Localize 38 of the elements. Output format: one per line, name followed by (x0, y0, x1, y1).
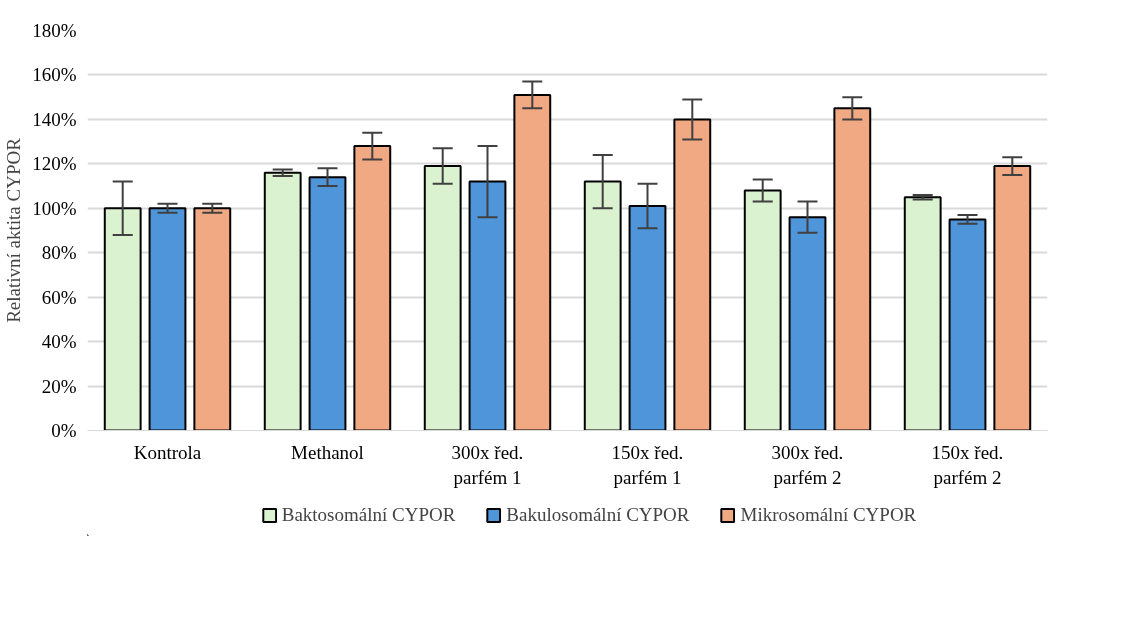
y-tick-label: 140% (32, 108, 77, 130)
bar (423, 165, 462, 431)
y-tick-label: 20% (41, 375, 77, 397)
y-tick-label: 160% (32, 64, 77, 86)
y-tick-label: 80% (41, 242, 77, 264)
x-tick-label: 300x řed. parfém 2 (771, 441, 844, 488)
bar (103, 207, 142, 431)
bar (948, 218, 987, 431)
bar (903, 196, 942, 431)
bar (993, 165, 1032, 431)
y-tick-label: 60% (41, 286, 77, 308)
y-axis-title: Relativní aktita CYPOR (3, 137, 25, 323)
bar (193, 207, 232, 431)
bar (628, 205, 667, 431)
y-tick-label: 180% (32, 20, 77, 41)
bar (673, 118, 712, 431)
y-tick-label: 40% (41, 331, 77, 353)
x-tick-label: Kontrola (133, 441, 202, 463)
x-tick-label: Methanol (291, 441, 364, 463)
legend-label: Baktosomální CYPOR (281, 504, 456, 526)
bar (583, 180, 622, 431)
legend-label: Mikrosomální CYPOR (740, 504, 917, 526)
bar (353, 145, 392, 431)
bar (788, 216, 827, 431)
x-tick-label: 300x řed. parfém 1 (451, 441, 524, 488)
y-tick-label: 100% (32, 197, 77, 219)
bar (833, 107, 872, 431)
bar (148, 207, 187, 431)
bar (743, 189, 782, 431)
bar (513, 93, 552, 431)
bar (308, 176, 347, 431)
x-tick-label: 150x řed. parfém 2 (931, 441, 1004, 488)
x-tick-label: 150x řed. parfém 1 (611, 441, 684, 488)
y-tick-label: 120% (32, 153, 77, 175)
bar (263, 171, 302, 431)
legend-label: Bakulosomální CYPOR (506, 504, 690, 526)
y-tick-label: 0% (51, 420, 77, 441)
bar (468, 180, 507, 431)
